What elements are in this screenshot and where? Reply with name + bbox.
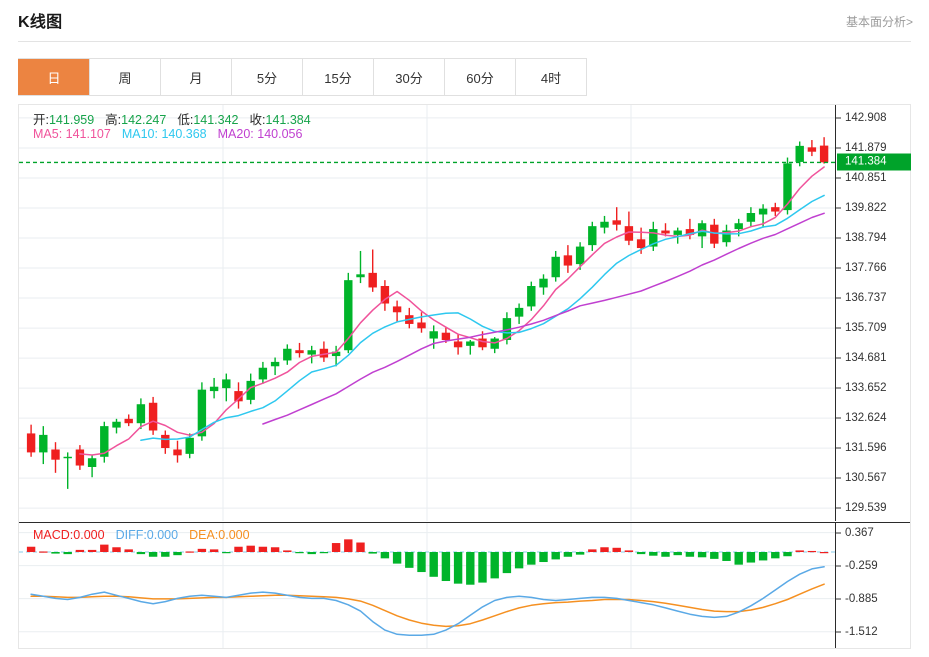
macd-axis-tick <box>836 631 841 633</box>
price-axis-tick <box>836 417 841 419</box>
price-axis-tick <box>836 357 841 359</box>
price-pane: 142.908 141.879 141.384 140.851 139.822 138.7… <box>19 105 911 521</box>
tab-1[interactable]: 周 <box>89 59 160 95</box>
tab-label: 5分 <box>256 70 278 86</box>
price-axis-label: 141.879 <box>845 141 887 154</box>
price-axis-label: 129.539 <box>845 502 887 515</box>
chart-frame: 142.908 141.879 141.384 140.851 139.822 138.7… <box>18 104 911 649</box>
price-axis-label: 140.851 <box>845 171 887 184</box>
macd-axis-tick <box>836 598 841 600</box>
macd-axis-label: -0.259 <box>845 559 878 572</box>
price-axis-label: 133.652 <box>845 382 887 395</box>
price-plot[interactable] <box>19 105 835 521</box>
price-axis-label: 131.596 <box>845 442 887 455</box>
price-axis-tick <box>836 117 841 119</box>
tab-6[interactable]: 60分 <box>444 59 515 95</box>
macd-axis-label: -1.512 <box>845 625 878 638</box>
price-axis-tick <box>836 297 841 299</box>
price-axis-label: 135.709 <box>845 322 887 335</box>
price-axis-tick <box>836 477 841 479</box>
price-axis-label: 132.624 <box>845 412 887 425</box>
price-axis-label: 137.766 <box>845 262 887 274</box>
macd-pane: 0.367 -0.259 -0.885 -1.512 MACD:0.000 DIFF:0… <box>19 522 910 648</box>
price-axis-label: 142.908 <box>845 111 887 124</box>
tab-label: 30分 <box>395 70 423 86</box>
page-header: K线图 基本面分析> <box>0 0 929 42</box>
price-axis: 142.908 141.879 141.384 140.851 139.822 138.7… <box>835 105 911 521</box>
tab-4[interactable]: 15分 <box>302 59 373 95</box>
price-axis-tick <box>836 327 841 329</box>
macd-axis-label: -0.885 <box>845 592 878 605</box>
tab-label: 4时 <box>540 70 562 86</box>
page-title: K线图 <box>18 14 63 31</box>
price-axis-label: 130.567 <box>845 472 887 485</box>
macd-axis-tick <box>836 565 841 567</box>
tab-5[interactable]: 30分 <box>373 59 444 95</box>
price-axis-tick <box>836 507 841 509</box>
tab-label: 15分 <box>324 70 352 86</box>
tab-2[interactable]: 月 <box>160 59 231 95</box>
price-axis-tick <box>836 267 841 269</box>
timeframe-tabbar: 日 周 月 5分 15分 30分 60分 4时 <box>18 58 587 96</box>
macd-axis-tick <box>836 532 841 534</box>
price-axis-label: 136.737 <box>845 292 887 305</box>
price-axis-label: 134.681 <box>845 352 887 365</box>
price-axis-tick <box>836 387 841 389</box>
tab-label: 周 <box>118 70 132 86</box>
price-axis-tick <box>836 147 841 149</box>
tab-3[interactable]: 5分 <box>231 59 302 95</box>
macd-svg <box>19 523 835 648</box>
price-axis-label: 138.794 <box>845 232 887 244</box>
tab-label: 日 <box>47 70 61 86</box>
tab-0[interactable]: 日 <box>18 59 89 95</box>
price-axis-tick <box>836 447 841 449</box>
tab-label: 月 <box>189 70 203 86</box>
macd-plot[interactable] <box>19 523 835 648</box>
current-price-badge: 141.384 <box>837 153 911 171</box>
tab-7[interactable]: 4时 <box>515 59 586 95</box>
tab-label: 60分 <box>466 70 494 86</box>
candlestick-svg <box>19 105 835 521</box>
price-axis-label: 139.822 <box>845 201 887 214</box>
header-divider <box>18 41 911 42</box>
macd-axis-label: 0.367 <box>845 526 874 539</box>
macd-axis: 0.367 -0.259 -0.885 -1.512 <box>835 523 910 648</box>
fundamental-analysis-link[interactable]: 基本面分析> <box>845 15 913 29</box>
price-axis-tick <box>836 237 841 239</box>
price-axis-tick <box>836 177 841 179</box>
price-axis-tick <box>836 207 841 209</box>
